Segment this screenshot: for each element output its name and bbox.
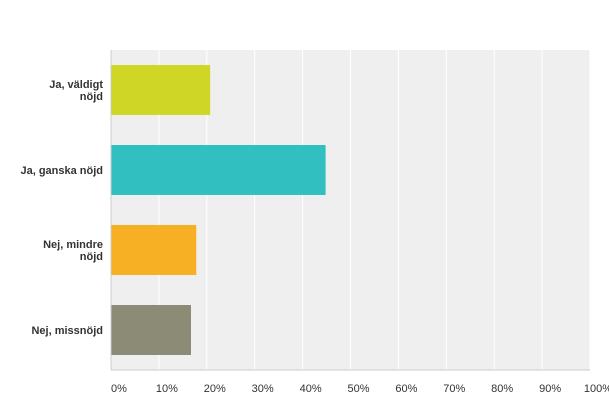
x-tick-label: 90% <box>539 383 561 395</box>
x-tick-label: 20% <box>204 383 226 395</box>
x-tick-labels: 0% 10% 20% 30% 40% 50% 60% 70% 80% 90% 100% <box>111 383 609 395</box>
category-label: Nej, missnöjd <box>31 325 103 337</box>
x-tick-label: 0% <box>111 383 127 395</box>
bar <box>111 65 211 115</box>
x-tick-label: 50% <box>347 383 369 395</box>
bar <box>111 225 197 275</box>
x-tick-label: 40% <box>300 383 322 395</box>
bar <box>111 145 326 195</box>
category-label: Ja, ganska nöjd <box>20 165 103 177</box>
x-tick-label: 60% <box>395 383 417 395</box>
category-label: Ja, väldigt <box>49 79 103 91</box>
x-tick-label: 100% <box>584 383 609 395</box>
x-tick-label: 10% <box>156 383 178 395</box>
category-label: nöjd <box>80 91 103 103</box>
bars <box>111 65 326 355</box>
x-tick-label: 80% <box>491 383 513 395</box>
category-label: nöjd <box>80 251 103 263</box>
bar <box>111 305 191 355</box>
x-tick-label: 70% <box>443 383 465 395</box>
category-label: Nej, mindre <box>43 239 103 251</box>
gridlines <box>158 50 591 370</box>
x-tick-label: 30% <box>252 383 274 395</box>
